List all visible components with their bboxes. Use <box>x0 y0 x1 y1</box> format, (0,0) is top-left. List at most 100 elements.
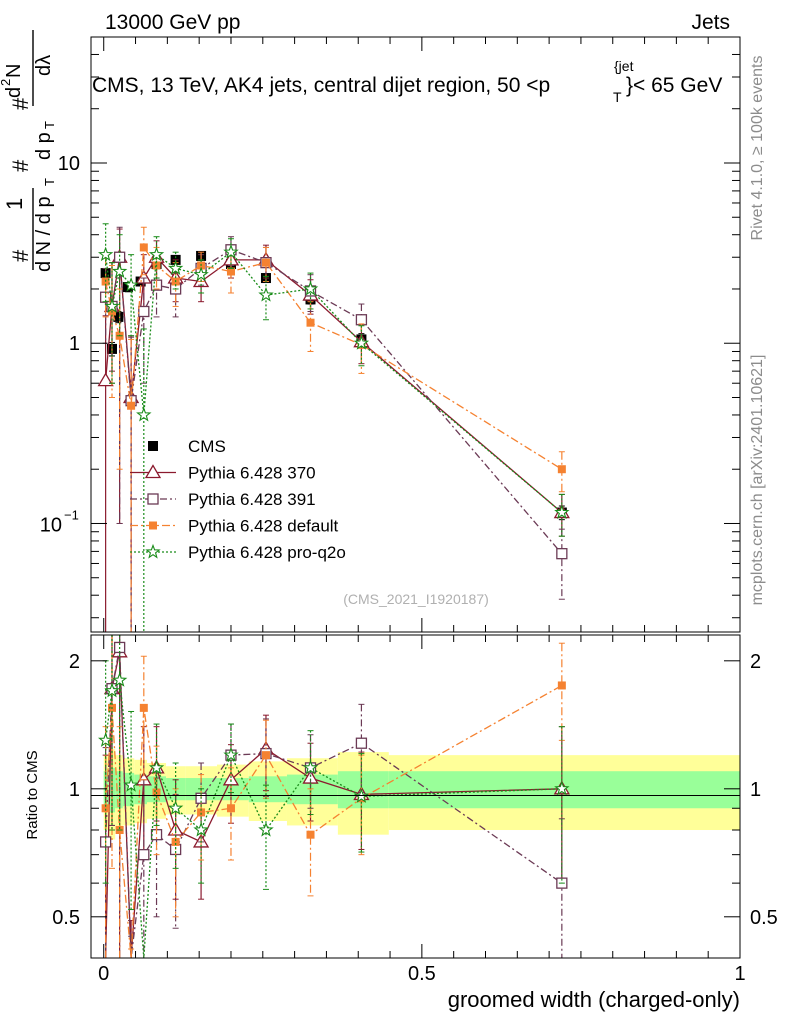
data-point-pdefault <box>139 243 148 252</box>
legend-marker-p391 <box>147 493 159 505</box>
ratio-point-pq2o <box>223 746 239 762</box>
ylabel-part-dn-dpt: d N / d p <box>33 196 55 272</box>
data-point-pq2o <box>148 246 165 262</box>
main-title-sup: {jet <box>614 58 634 74</box>
ylabel-part-hash2: # <box>8 159 33 172</box>
ratio-point-pdefault <box>226 804 235 813</box>
ratio-point-pq2o <box>193 821 209 837</box>
legend-marker-cms <box>148 441 158 451</box>
x-tick-label: 0.5 <box>408 963 436 985</box>
data-point-pdefault <box>261 258 270 267</box>
data-point-p391 <box>556 548 568 560</box>
ratio-series-pq2o <box>97 635 570 959</box>
main-title: CMS, 13 TeV, AK4 jets, central dijet reg… <box>92 58 722 105</box>
legend-marker-pq2o <box>145 543 161 559</box>
ratio-point-pq2o <box>123 776 139 792</box>
ratio-point-pdefault <box>139 703 148 712</box>
ratio-point-pq2o <box>167 800 184 815</box>
ratio-y-tick-label: 0.5 <box>52 907 80 929</box>
ylabel-part-dlambda: dλ <box>33 55 55 76</box>
data-point-pdefault <box>306 318 315 327</box>
ratio-point-p391 <box>138 849 150 861</box>
legend-marker-p370 <box>144 464 162 479</box>
mcplots-label: mcplots.cern.ch [arXiv:2401.10621] <box>749 355 766 606</box>
ratio-panel-frame <box>90 634 741 959</box>
ratio-point-pq2o <box>302 759 319 775</box>
data-point-pq2o <box>167 260 184 276</box>
ylabel-part-one: 1 <box>2 198 27 210</box>
data-point-pq2o <box>258 287 274 302</box>
data-point-pq2o <box>554 504 570 520</box>
ratio-point-pq2o <box>104 682 120 698</box>
ratio-y-tick-label-right: 0.5 <box>750 907 778 929</box>
analysis-watermark: (CMS_2021_I1920187) <box>343 591 489 607</box>
y-tick-label: 1 <box>69 333 80 355</box>
series-pq2o <box>97 223 570 632</box>
main-title-tail: }< 65 GeV <box>626 74 722 97</box>
ratio-point-pdefault <box>197 808 206 817</box>
legend-label-p370: Pythia 6.428 370 <box>188 464 316 483</box>
ylabel-part-hash3: # <box>8 97 33 110</box>
ratio-panel-series <box>97 635 570 959</box>
ylabel-part-hash1: # <box>8 249 33 262</box>
legend-label-pq2o: Pythia 6.428 pro-q2o <box>188 543 346 562</box>
legend-label-p391: Pythia 6.428 391 <box>188 490 316 509</box>
ylabel-part-d: d <box>3 87 25 98</box>
data-point-p391 <box>138 305 150 318</box>
ratio-y-tick-label: 2 <box>69 651 80 673</box>
data-point-pq2o <box>353 335 370 350</box>
series-line-p370 <box>104 256 563 513</box>
y-axis-title-main: # 1 d N / d p T # d p T # d 2 N dλ <box>0 30 57 272</box>
ratio-point-pdefault <box>171 837 180 846</box>
x-axis-title: groomed width (charged-only) <box>448 987 740 1012</box>
data-point-pq2o <box>136 406 152 422</box>
main-panel-series <box>97 223 570 632</box>
data-point-p391 <box>113 251 126 263</box>
ratio-point-pq2o <box>111 672 128 687</box>
legend: CMS Pythia 6.428 370 Pythia 6.428 391 Pythi… <box>130 437 346 562</box>
x-tick-label: 1 <box>734 963 745 985</box>
data-point-pdefault <box>557 465 566 474</box>
data-point-p391 <box>355 314 368 326</box>
rivet-version-label: Rivet 4.1.0, ≥ 100k events <box>749 56 766 241</box>
legend-marker-pdefault <box>149 521 157 530</box>
legend-label-pdefault: Pythia 6.428 default <box>188 517 339 536</box>
energy-label: 13000 GeV pp <box>105 11 240 34</box>
data-point-pq2o <box>123 277 139 292</box>
category-label: Jets <box>691 11 730 34</box>
ratio-point-pq2o <box>148 759 165 775</box>
data-point-pq2o <box>302 280 319 296</box>
data-point-pq2o <box>193 266 209 282</box>
ratio-point-pq2o <box>554 780 570 796</box>
main-panel-frame <box>90 36 741 633</box>
ylabel-part-dpt: d p <box>33 132 55 160</box>
ratio-point-pdefault <box>557 681 566 690</box>
series-line-p391 <box>105 249 563 555</box>
ylabel-part-sub-t1: T <box>42 178 57 186</box>
data-point-pq2o <box>223 244 239 259</box>
data-point-pq2o <box>97 246 114 262</box>
data-point-cms <box>113 311 124 322</box>
ratio-point-pq2o <box>97 732 114 747</box>
main-title-sub: T <box>613 89 622 105</box>
x-tick-label: 0 <box>98 963 109 985</box>
series-p391 <box>99 226 568 632</box>
ratio-point-pdefault <box>306 830 315 839</box>
data-point-pq2o <box>104 298 120 313</box>
main-title-text: CMS, 13 TeV, AK4 jets, central dijet reg… <box>92 74 550 97</box>
ylabel-part-sub-t2: T <box>42 121 57 129</box>
y-tick-label-exponent: −1 <box>64 507 79 522</box>
y-axis-title-ratio: Ratio to CMS <box>24 750 41 839</box>
y-tick-label-base: 10 <box>40 514 62 536</box>
ratio-y-tick-label-right: 1 <box>750 779 761 801</box>
data-point-pdefault <box>226 267 235 276</box>
ylabel-part-n: N <box>3 64 25 78</box>
data-point-p370 <box>97 372 114 387</box>
ratio-y-tick-label: 1 <box>69 779 80 801</box>
ratio-point-p391 <box>355 737 368 749</box>
ylabel-part-sup2: 2 <box>0 79 13 86</box>
ratio-point-pq2o <box>258 821 274 837</box>
data-point-pq2o <box>111 263 128 279</box>
